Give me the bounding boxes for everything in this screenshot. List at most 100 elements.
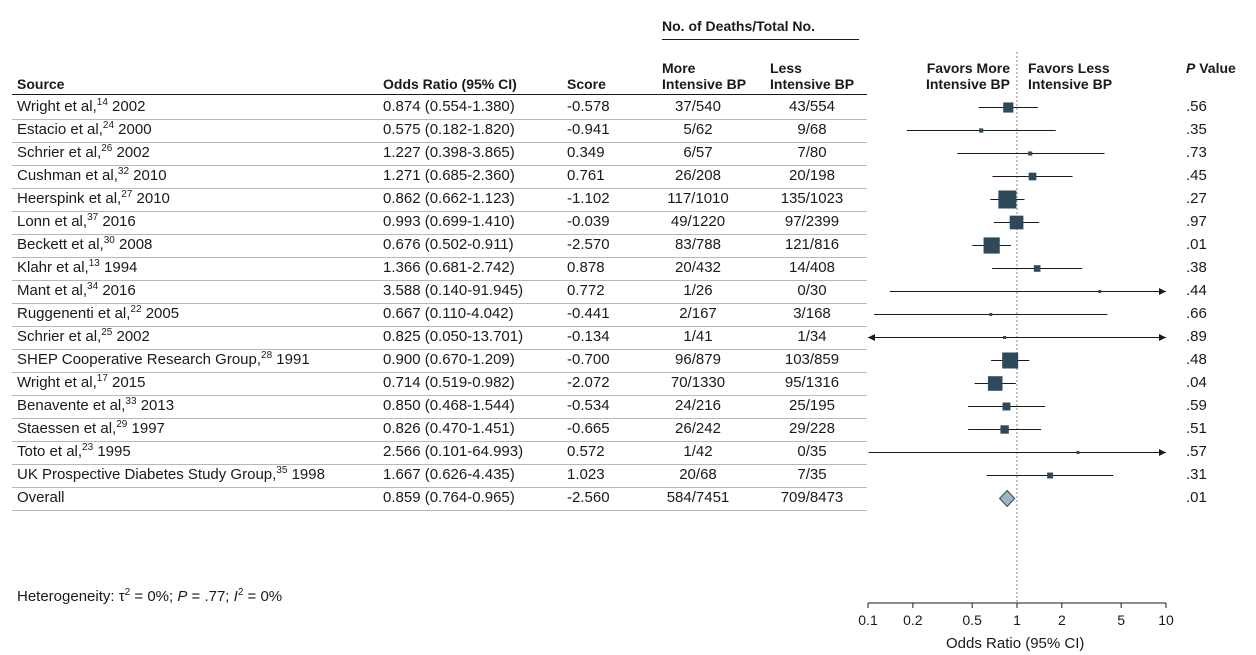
study-ref: 25 [101, 327, 113, 338]
favors-less-header-line2: Intensive BP [1028, 76, 1113, 92]
header-rule [12, 94, 867, 95]
study-source: Toto et al,23 1995 [17, 443, 131, 461]
study-year: 2010 [132, 190, 170, 207]
study-author: Estacio et al, [17, 121, 103, 138]
study-author: Beckett et al, [17, 236, 104, 253]
p-value: .56 [1186, 98, 1207, 115]
more-intensive-count: 117/1010 [667, 190, 729, 207]
study-author: Wright et al, [17, 98, 97, 115]
study-ref: 14 [96, 97, 108, 108]
score-value: -0.665 [567, 420, 610, 437]
row-divider [12, 257, 867, 258]
score-value: -0.134 [567, 328, 610, 345]
score-value: -0.441 [567, 305, 610, 322]
less-intensive-count: 709/8473 [780, 489, 844, 506]
study-ref: 23 [82, 442, 94, 453]
row-divider [12, 303, 867, 304]
more-intensive-count: 96/879 [675, 351, 721, 368]
effect-square [1028, 151, 1033, 156]
study-ref: 26 [101, 143, 113, 154]
heterogeneity-note: Heterogeneity: τ2 = 0%; P = .77; I2 = 0% [17, 588, 282, 606]
study-ref: 34 [87, 281, 99, 292]
ci-arrow-left [868, 334, 875, 341]
x-axis-label: Odds Ratio (95% CI) [946, 635, 1085, 652]
row-divider [12, 349, 867, 350]
score-header: Score [567, 76, 606, 92]
less-intensive-header: Less Intensive BP [770, 60, 854, 92]
more-intensive-count: 20/68 [679, 466, 717, 483]
more-intensive-count: 6/57 [683, 144, 713, 161]
score-value: -0.700 [567, 351, 610, 368]
favors-more-header: Favors More Intensive BP [912, 60, 1010, 92]
heterogeneity-p-italic: P [177, 588, 188, 605]
more-intensive-count: 1/41 [683, 328, 713, 345]
effect-square [998, 190, 1017, 209]
study-ref: 33 [125, 396, 137, 407]
x-tick-label: 10 [1158, 612, 1174, 628]
row-divider [12, 119, 867, 120]
more-intensive-count: 2/167 [679, 305, 717, 322]
row-divider [12, 487, 867, 488]
odds-ratio-ci: 0.667 (0.110-4.042) [383, 305, 514, 322]
study-source: Klahr et al,13 1994 [17, 259, 137, 277]
odds-ratio-ci: 0.993 (0.699-1.410) [383, 213, 515, 230]
less-intensive-header-line1: Less [770, 60, 802, 76]
favors-more-header-line2: Intensive BP [925, 76, 1010, 92]
effect-square [989, 313, 993, 316]
ci-arrow-right [1159, 288, 1166, 295]
p-value: .38 [1186, 259, 1207, 276]
more-intensive-count: 5/62 [683, 121, 713, 138]
score-value: 0.572 [567, 443, 605, 460]
p-value: .73 [1186, 144, 1207, 161]
score-value: 0.772 [567, 282, 605, 299]
heterogeneity-mid2: = .77; [187, 588, 234, 605]
less-intensive-count: 135/1023 [780, 190, 844, 207]
study-ref: 28 [261, 350, 273, 361]
score-value: -1.102 [567, 190, 610, 207]
p-value: .51 [1186, 420, 1207, 437]
p-value: .45 [1186, 167, 1207, 184]
heterogeneity-tau-sup: 2 [124, 587, 131, 598]
study-source: SHEP Cooperative Research Group,28 1991 [17, 351, 310, 369]
less-intensive-count: 20/198 [789, 167, 835, 184]
score-value: 1.023 [567, 466, 605, 483]
study-year: 1998 [287, 466, 325, 483]
less-intensive-count: 121/816 [784, 236, 840, 253]
score-value: 0.349 [567, 144, 605, 161]
study-ref: 13 [88, 258, 100, 269]
study-year: 2008 [114, 236, 153, 253]
p-value: .27 [1186, 190, 1207, 207]
less-intensive-count: 43/554 [789, 98, 835, 115]
study-source: Schrier et al,25 2002 [17, 328, 150, 346]
study-source: Schrier et al,26 2002 [17, 144, 150, 162]
heterogeneity-prefix: Heterogeneity: τ [17, 588, 125, 605]
p-value: .97 [1186, 213, 1207, 230]
p-value: .01 [1186, 236, 1207, 253]
study-ref: 35 [276, 465, 288, 476]
study-year: 1995 [93, 443, 131, 460]
overall-diamond [998, 489, 1016, 508]
odds-ratio-ci: 0.862 (0.662-1.123) [383, 190, 515, 207]
study-ref: 22 [130, 304, 142, 315]
study-year: 2002 [112, 328, 150, 345]
score-value: -0.039 [567, 213, 610, 230]
effect-square [1000, 425, 1009, 434]
effect-square [979, 128, 984, 133]
heterogeneity-i-sup: 2 [237, 587, 244, 598]
p-value-header-rest: Value [1195, 60, 1236, 76]
overall-label: Overall [17, 489, 65, 506]
more-intensive-count: 24/216 [675, 397, 721, 414]
odds-ratio-ci: 1.227 (0.398-3.865) [383, 144, 515, 161]
study-source: Heerspink et al,27 2010 [17, 190, 170, 208]
row-divider [12, 234, 867, 235]
row-divider [12, 326, 867, 327]
study-author: Ruggenenti et al, [17, 305, 131, 322]
odds-ratio-header: Odds Ratio (95% CI) [383, 76, 517, 92]
study-ref: 17 [96, 373, 108, 384]
less-intensive-count: 14/408 [789, 259, 835, 276]
study-author: UK Prospective Diabetes Study Group, [17, 466, 277, 483]
x-tick-label: 0.1 [858, 612, 878, 628]
effect-square [1003, 102, 1014, 113]
deaths-group-header: No. of Deaths/Total No. [662, 18, 815, 34]
